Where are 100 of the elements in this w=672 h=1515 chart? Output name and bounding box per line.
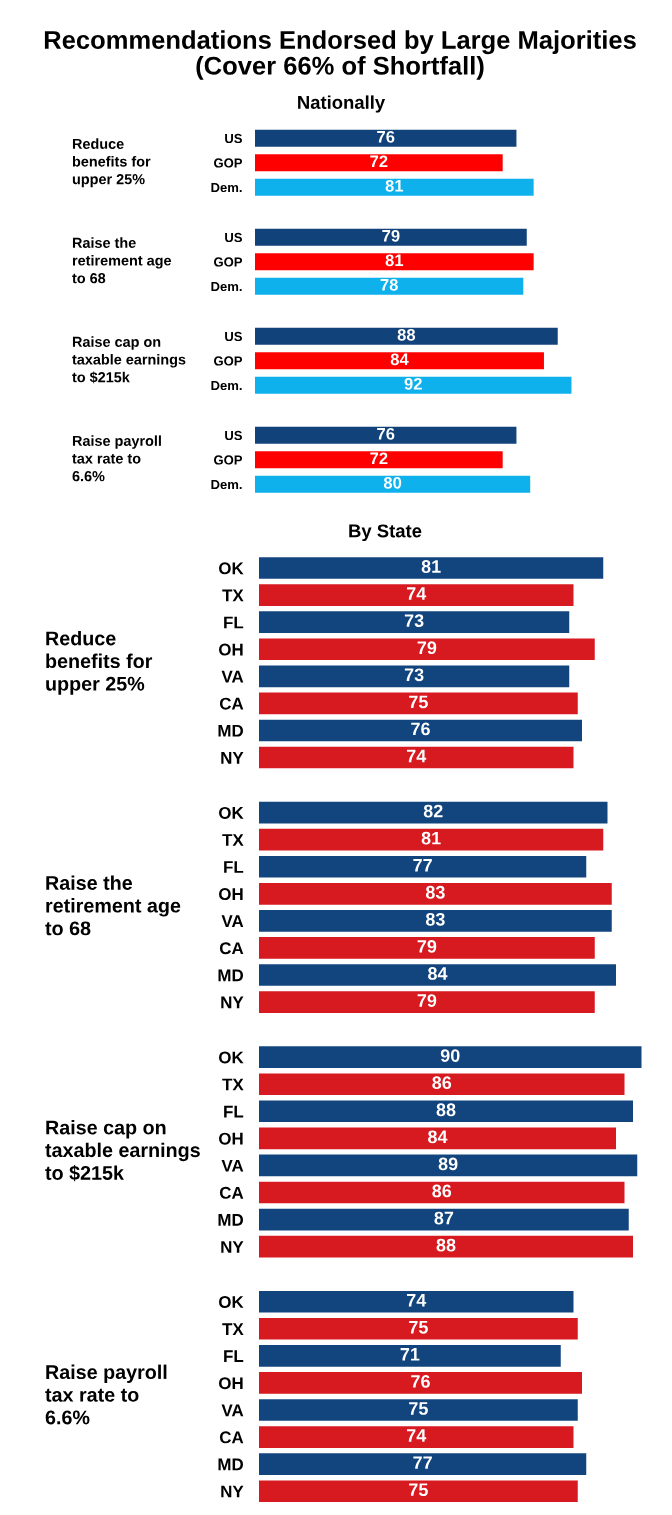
y-tick-label: NY [221, 1241, 244, 1253]
y-tick-label: Dem. [211, 381, 242, 391]
y-tick-label: Dem. [211, 480, 242, 490]
y-tick-label: NY [221, 1485, 244, 1498]
y-tick-label: CA [219, 1186, 244, 1199]
y-tick-label: US [225, 331, 242, 342]
data-label: 84 [390, 353, 409, 366]
y-tick-label: OH [219, 643, 243, 656]
y-tick-label: OK [219, 806, 244, 819]
y-axis-title: Raise cap on taxable earnings to $215k [72, 336, 186, 384]
data-label: 83 [425, 912, 445, 926]
y-tick-label: NY [221, 752, 244, 764]
y-tick-label: VA [221, 915, 244, 928]
bar [259, 746, 574, 769]
data-label: 73 [404, 668, 424, 682]
data-label: 80 [383, 476, 402, 489]
bar [259, 964, 616, 986]
data-label: 81 [421, 831, 441, 845]
y-tick-label: US [225, 133, 242, 144]
y-tick-label: TX [222, 834, 244, 846]
data-label: 75 [409, 1321, 428, 1334]
y-tick-label: GOP [214, 158, 243, 168]
y-tick-label: FL [224, 861, 244, 873]
chart-subtitle: Nationally [298, 95, 386, 113]
y-tick-label: FL [224, 1105, 244, 1118]
y-tick-label: MD [218, 1458, 244, 1471]
bar [259, 855, 587, 878]
data-label: 77 [413, 858, 432, 872]
y-tick-label: Dem. [211, 282, 242, 292]
y-tick-label: NY [221, 996, 244, 1009]
data-label: 81 [385, 254, 404, 267]
y-tick-label: MD [218, 724, 244, 737]
y-axis-title: Raise the retirement age to 68 [72, 237, 172, 284]
y-axis-title: Reduce benefits for upper 25% [72, 138, 151, 188]
y-tick-label: US [225, 430, 242, 441]
data-label: 76 [411, 1374, 430, 1388]
bar [259, 991, 595, 1013]
data-label: 79 [417, 940, 437, 953]
data-label: 75 [409, 1483, 428, 1497]
data-label: 75 [409, 1402, 428, 1415]
data-label: 71 [400, 1348, 420, 1361]
y-axis-title: Reduce benefits for upper 25% [46, 630, 153, 695]
data-label: 88 [436, 1238, 456, 1252]
data-label: 81 [385, 179, 404, 192]
bar [259, 1399, 578, 1421]
data-label: 78 [380, 278, 398, 291]
data-label: 88 [436, 1103, 456, 1117]
y-tick-label: TX [222, 1323, 244, 1335]
data-label: 92 [404, 377, 422, 390]
data-label: 77 [413, 1456, 432, 1469]
y-axis-title: Raise payroll tax rate to 6.6% [72, 435, 161, 482]
data-label: 72 [370, 452, 388, 465]
y-axis-title: Raise cap on taxable earnings to $215k [45, 1119, 200, 1182]
y-tick-label: VA [221, 1404, 244, 1417]
y-tick-label: OK [219, 1051, 244, 1064]
bar [259, 801, 608, 824]
y-tick-label: MD [218, 969, 244, 982]
data-label: 76 [411, 722, 430, 736]
data-label: 76 [377, 427, 395, 440]
data-label: 88 [397, 328, 416, 341]
chart-title: Recommendations Endorsed by Large Majorities (Cover 66% of Shortfall) [44, 30, 636, 80]
data-label: 89 [438, 1157, 458, 1171]
data-label: 72 [370, 155, 388, 168]
data-label: 87 [434, 1211, 454, 1225]
y-tick-label: GOP [214, 257, 243, 267]
data-label: 82 [423, 804, 443, 818]
data-label: 84 [428, 967, 448, 980]
bar [259, 1317, 578, 1340]
bar [259, 665, 570, 688]
data-label: 73 [404, 614, 424, 628]
bar [259, 882, 612, 905]
y-tick-label: GOP [214, 455, 243, 465]
y-tick-label: TX [222, 589, 244, 602]
y-tick-label: Dem. [211, 183, 242, 193]
data-label: 86 [432, 1076, 452, 1090]
y-tick-label: CA [219, 697, 244, 710]
bar [259, 719, 582, 742]
data-label: 79 [417, 994, 437, 1007]
y-tick-label: GOP [214, 356, 243, 366]
data-label: 79 [382, 229, 400, 242]
bar [259, 1453, 587, 1475]
y-tick-label: OK [219, 1296, 244, 1309]
bar [259, 692, 578, 715]
y-tick-label: CA [219, 1431, 244, 1444]
bar [259, 584, 574, 606]
data-label: 76 [377, 130, 395, 143]
y-tick-label: OH [219, 888, 243, 901]
bar [259, 1345, 561, 1367]
data-label: 90 [440, 1049, 460, 1062]
y-tick-label: VA [221, 670, 244, 683]
bar [259, 1426, 574, 1448]
y-tick-label: OH [219, 1132, 243, 1145]
chart-subtitle: By State [349, 524, 422, 542]
data-label: 86 [432, 1184, 452, 1198]
y-tick-label: MD [218, 1214, 244, 1226]
bar [259, 1480, 578, 1503]
bar [259, 937, 595, 959]
data-label: 81 [421, 560, 441, 573]
bar [259, 611, 570, 633]
y-tick-label: FL [224, 616, 244, 629]
